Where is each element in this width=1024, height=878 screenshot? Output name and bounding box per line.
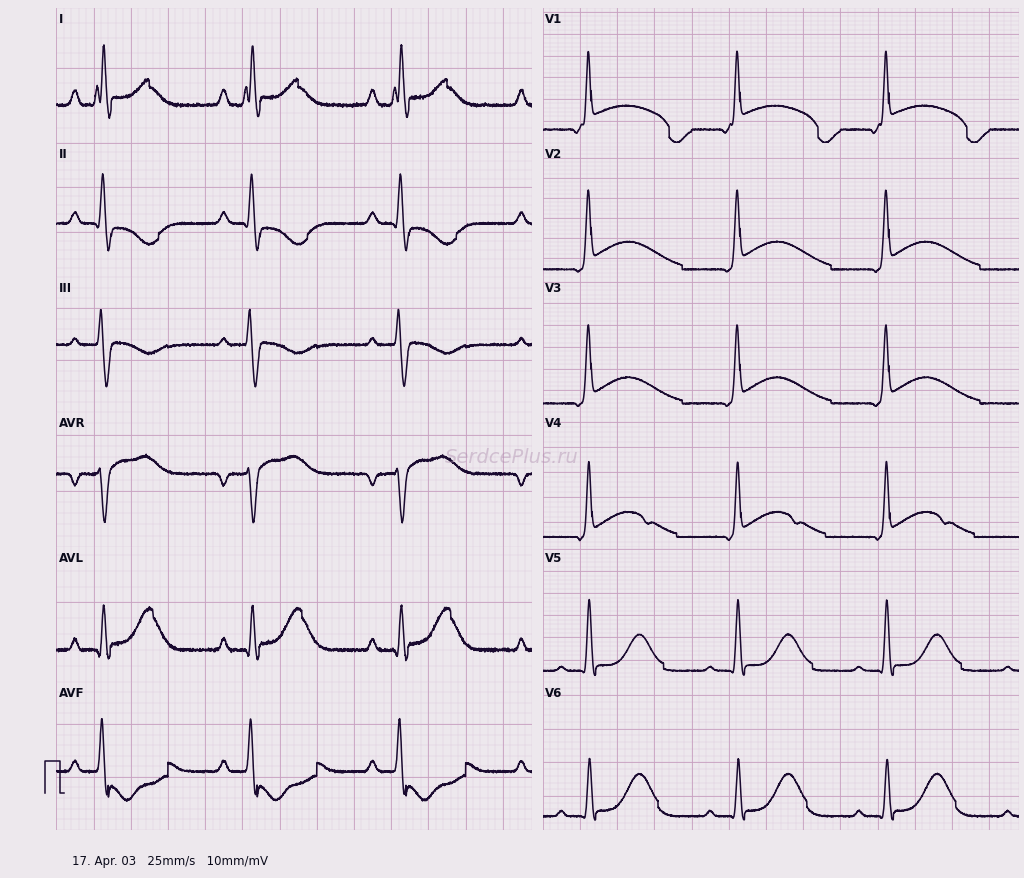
Text: AVL: AVL: [58, 551, 84, 565]
Text: V4: V4: [545, 417, 562, 429]
Text: SerdcePlus.ru: SerdcePlus.ru: [445, 447, 579, 466]
Text: V2: V2: [545, 148, 562, 161]
Text: V3: V3: [545, 282, 562, 295]
Text: V5: V5: [545, 551, 562, 565]
Text: V1: V1: [545, 13, 562, 25]
Text: AVF: AVF: [58, 687, 84, 700]
Text: III: III: [58, 282, 72, 295]
Text: V6: V6: [545, 687, 562, 700]
Text: II: II: [58, 148, 68, 161]
Text: I: I: [58, 13, 63, 25]
Text: 17. Apr. 03   25mm/s   10mm/mV: 17. Apr. 03 25mm/s 10mm/mV: [72, 854, 267, 867]
Text: AVR: AVR: [58, 417, 85, 429]
